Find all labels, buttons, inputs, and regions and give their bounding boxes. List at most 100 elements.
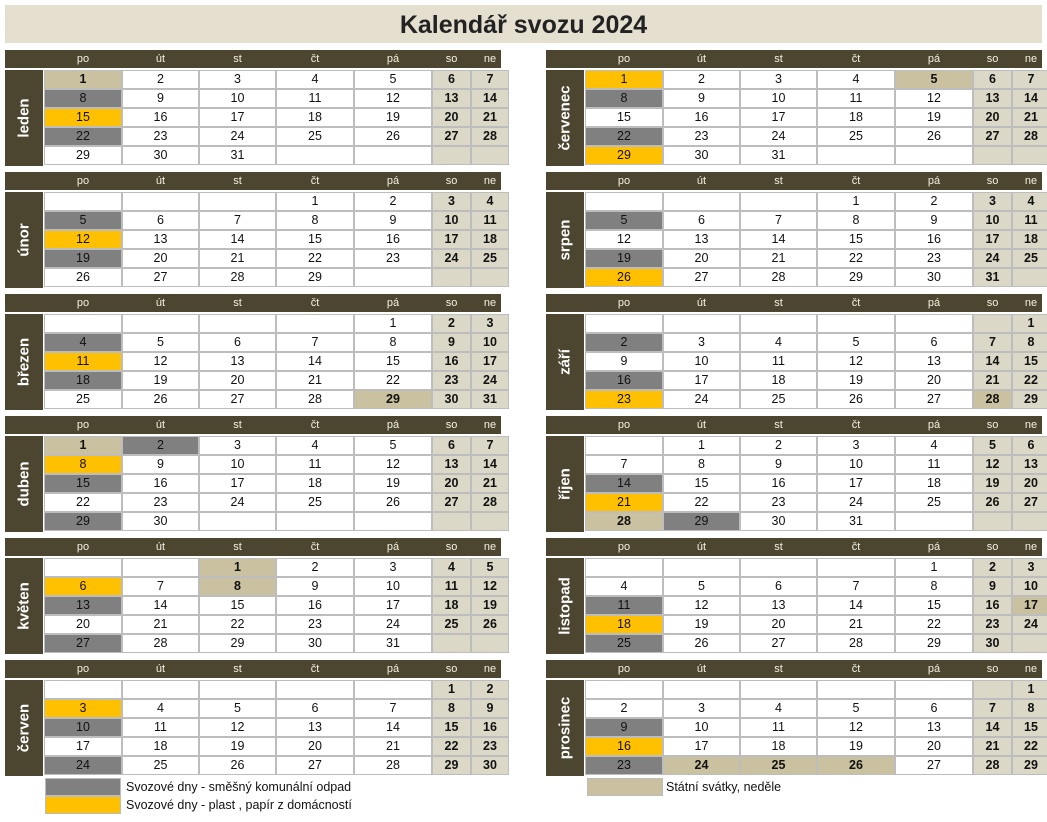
day-cell: 12 [354, 455, 432, 474]
weekday-header: po út st čt pá so ne [5, 660, 501, 678]
weekday-label: pá [386, 419, 400, 431]
day-cell: 28 [740, 268, 817, 287]
day-cell: 1 [44, 70, 122, 89]
day-cell: 12 [663, 596, 740, 615]
day-cell: 27 [740, 634, 817, 653]
day-cell: 29 [1012, 756, 1047, 775]
day-cell: 2 [122, 436, 199, 455]
day-cell: 15 [585, 108, 663, 127]
empty-day-cell [585, 436, 663, 455]
weekday-label: so [445, 297, 458, 309]
day-cell: 31 [471, 390, 509, 409]
day-cell: 11 [740, 718, 817, 737]
day-cell: 9 [122, 455, 199, 474]
weekday-header: po út st čt pá so ne [5, 538, 501, 556]
day-cell: 27 [199, 390, 276, 409]
day-cell: 6 [1012, 436, 1047, 455]
weekday-label: pá [927, 297, 941, 309]
day-cell: 27 [432, 493, 471, 512]
day-cell: 10 [817, 455, 895, 474]
day-cell: 23 [973, 615, 1012, 634]
weekday-label: po [617, 419, 631, 431]
weekday-label: čt [851, 419, 861, 431]
day-cell: 26 [354, 493, 432, 512]
weekday-label: čt [310, 419, 320, 431]
day-cell: 1 [354, 314, 432, 333]
empty-day-cell [663, 192, 740, 211]
day-cell: 1 [276, 192, 354, 211]
month-name: červenec [556, 85, 574, 151]
weekday-label: st [233, 541, 242, 553]
weekday-label: st [233, 663, 242, 675]
day-cell: 18 [122, 737, 199, 756]
day-cell: 6 [44, 577, 122, 596]
weekday-label: po [617, 297, 631, 309]
empty-day-cell [740, 680, 817, 699]
day-cell: 27 [663, 268, 740, 287]
day-cell: 5 [585, 211, 663, 230]
day-cell: 8 [895, 577, 973, 596]
day-cell: 13 [276, 718, 354, 737]
day-cell: 26 [895, 127, 973, 146]
day-cell: 2 [585, 333, 663, 352]
day-cell: 3 [432, 192, 471, 211]
empty-day-cell [471, 268, 509, 287]
weekday-label: út [155, 297, 166, 309]
day-cell: 5 [354, 70, 432, 89]
day-cell: 24 [973, 249, 1012, 268]
day-cell: 22 [895, 615, 973, 634]
day-cell: 29 [44, 512, 122, 531]
day-cell: 9 [432, 333, 471, 352]
day-cell: 26 [122, 390, 199, 409]
day-cell: 20 [895, 371, 973, 390]
month-name-panel: listopad [546, 558, 584, 654]
day-cell: 3 [817, 436, 895, 455]
day-cell: 28 [199, 268, 276, 287]
day-cell: 18 [1012, 230, 1047, 249]
weekday-label: ne [1024, 297, 1038, 309]
empty-day-cell [817, 680, 895, 699]
weekday-label: st [774, 175, 783, 187]
day-cell: 21 [354, 737, 432, 756]
day-cell: 7 [973, 333, 1012, 352]
day-cell: 15 [199, 596, 276, 615]
day-cell: 14 [199, 230, 276, 249]
day-cell: 2 [432, 314, 471, 333]
empty-day-cell [1012, 146, 1047, 165]
day-cell: 18 [585, 615, 663, 634]
empty-day-cell [199, 512, 276, 531]
day-cell: 26 [354, 127, 432, 146]
day-cell: 26 [663, 634, 740, 653]
day-cell: 9 [663, 89, 740, 108]
day-cell: 10 [973, 211, 1012, 230]
weekday-label: so [986, 175, 999, 187]
day-cell: 19 [354, 108, 432, 127]
weekday-header: po út st čt pá so ne [546, 172, 1042, 190]
day-cell: 20 [895, 737, 973, 756]
day-cell: 3 [1012, 558, 1047, 577]
day-cell: 7 [585, 455, 663, 474]
day-cell: 30 [432, 390, 471, 409]
weekday-label: pá [927, 541, 941, 553]
weekday-label: ne [483, 541, 497, 553]
day-cell: 24 [740, 127, 817, 146]
day-cell: 11 [740, 352, 817, 371]
day-cell: 12 [122, 352, 199, 371]
day-cell: 7 [276, 333, 354, 352]
day-cell: 23 [585, 390, 663, 409]
weekday-label: út [155, 541, 166, 553]
day-cell: 3 [663, 333, 740, 352]
day-cell: 30 [471, 756, 509, 775]
weekday-label: so [986, 541, 999, 553]
day-cell: 7 [817, 577, 895, 596]
weekday-label: út [155, 53, 166, 65]
day-cell: 25 [44, 390, 122, 409]
day-cell: 3 [354, 558, 432, 577]
day-cell: 3 [471, 314, 509, 333]
day-cell: 28 [817, 634, 895, 653]
day-cell: 25 [1012, 249, 1047, 268]
weekday-label: pá [927, 663, 941, 675]
empty-day-cell [817, 314, 895, 333]
day-cell: 31 [973, 268, 1012, 287]
day-cell: 13 [1012, 455, 1047, 474]
